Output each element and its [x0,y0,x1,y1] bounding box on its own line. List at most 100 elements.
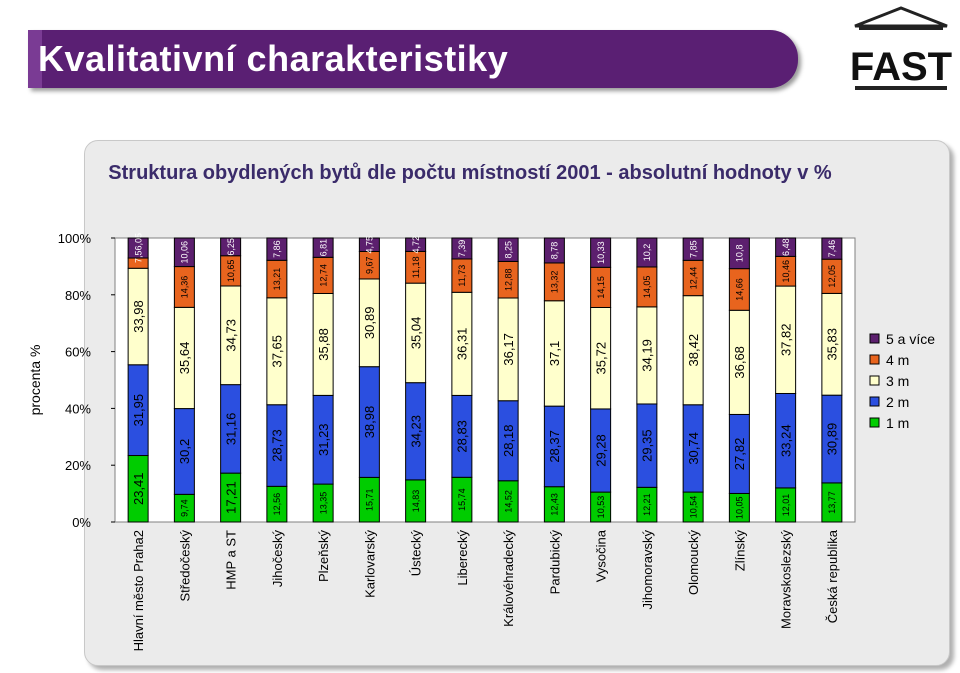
data-label: 33,24 [778,424,793,457]
x-category-label: Plzeňský [316,530,331,583]
data-label: 9,74 [180,499,190,517]
data-label: 14,66 [735,278,745,301]
data-label: 6,48 [781,238,791,256]
y-tick-label: 0% [72,515,91,530]
data-label: 10,54 [688,496,698,519]
bar-segment [312,237,334,258]
data-label: 12,44 [688,267,698,290]
data-label: 28,83 [455,420,470,453]
data-label: 14,52 [503,490,513,513]
data-label: 38,98 [362,406,377,439]
title-banner [28,30,798,88]
legend-swatch [869,375,880,386]
data-label: 12,43 [550,493,560,516]
data-label: 10,46 [781,260,791,283]
bar-segment [358,237,380,252]
y-tick-label: 40% [65,401,91,416]
x-category-label: Hlavní město Praha2 [131,530,146,651]
y-tick-label: 60% [65,345,91,360]
data-label: 13,35 [318,492,328,515]
data-label: 8,25 [503,241,513,259]
y-tick-label: 80% [65,288,91,303]
data-label: 13,32 [550,271,560,294]
bar-segment [266,237,288,261]
data-label: 14,15 [596,276,606,299]
y-tick-label: 100% [58,231,92,246]
bar-segment [728,237,750,270]
x-category-label: Pardubický [547,530,562,595]
data-label: 31,16 [223,413,238,446]
bar-segment [497,237,519,262]
legend-label: 4 m [886,352,909,368]
data-label: 30,74 [686,432,701,465]
data-label: 10,53 [596,496,606,519]
data-label: 14,05 [642,276,652,299]
data-label: 30,2 [177,439,192,464]
x-category-label: Karlovarský [362,530,377,598]
x-category-label: Ústecký [409,530,424,577]
x-category-label: Olomoucký [686,530,701,596]
data-label: 6,81 [318,239,328,257]
data-label: 14,83 [411,490,421,513]
data-label: 31,23 [316,423,331,456]
data-label: 7,39 [457,240,467,258]
y-tick-label: 20% [65,458,91,473]
bar-segment [775,237,797,257]
bar-segment [127,237,149,259]
data-label: 14,36 [180,276,190,299]
legend-swatch [869,396,880,407]
data-label: 31,95 [131,394,146,427]
bar-segment [590,237,612,268]
data-label: 28,37 [547,430,562,463]
data-label: 8,78 [550,242,560,260]
data-label: 12,05 [827,265,837,288]
bar-segment [173,237,195,268]
x-category-label: HMP a ST [224,530,239,590]
data-label: 13,77 [827,491,837,514]
x-category-label: Vysočina [594,529,609,582]
data-label: 34,19 [640,339,655,372]
data-label: 10,06 [180,241,190,264]
data-label: 28,18 [501,424,516,457]
x-category-label: Zlínský [732,530,747,572]
data-label: 11,18 [411,256,421,278]
data-label: 30,89 [362,307,377,340]
bar-segment [405,237,427,252]
bar-segment [636,237,658,268]
data-label: 29,28 [593,434,608,467]
data-label: 12,56 [272,493,282,516]
data-label: 37,1 [547,341,562,366]
x-category-label: Středočeský [177,530,192,602]
legend-swatch [869,333,880,344]
x-category-label: Jihomoravský [640,530,655,610]
data-label: 17,21 [223,481,238,514]
legend-label: 1 m [886,415,909,431]
data-label: 7,46 [827,240,837,258]
page-title: Kvalitativní charakteristiky [38,38,509,79]
data-label: 35,04 [408,317,423,350]
data-label: 11,73 [457,265,467,287]
legend-label: 3 m [886,373,909,389]
data-label: 36,68 [732,346,747,379]
legend-label: 2 m [886,394,909,410]
data-label: 34,23 [408,415,423,448]
data-label: 10,33 [596,241,606,264]
data-label: 38,42 [686,334,701,367]
data-label: 28,73 [270,429,285,462]
bar-segment [451,237,473,260]
data-label: 23,41 [131,472,146,505]
x-category-label: Jihočeský [270,530,285,588]
fast-logo: FAST [850,6,952,90]
y-axis-label: procenta % [27,345,43,416]
data-label: 12,88 [503,268,513,291]
data-label: 10,8 [735,245,745,263]
data-label: 12,21 [642,493,652,516]
bar-segment [821,237,843,260]
data-label: 36,31 [455,328,470,361]
data-label: 15,74 [457,488,467,511]
data-label: 10,65 [226,260,236,283]
legend-label: 5 a více [886,331,935,347]
data-label: 35,88 [316,328,331,361]
data-label: 9,67 [365,256,375,274]
